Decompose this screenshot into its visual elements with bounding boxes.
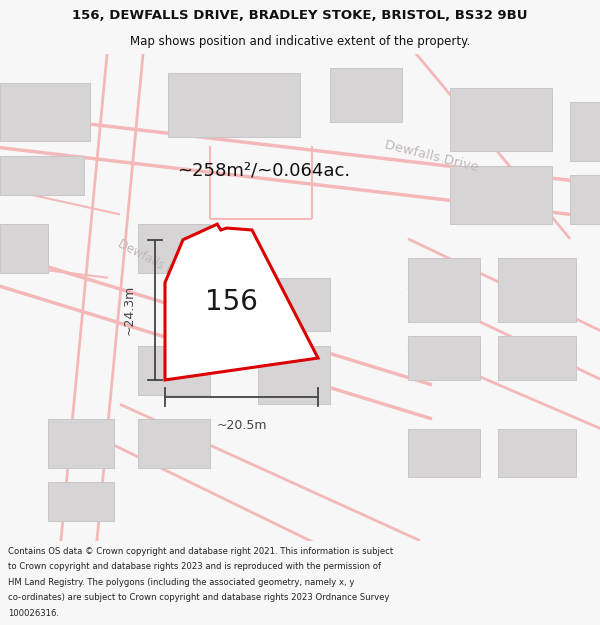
Polygon shape [0,83,90,141]
Text: Dewfalls Drive: Dewfalls Drive [115,238,197,289]
Polygon shape [570,102,600,161]
Polygon shape [258,278,330,331]
Polygon shape [408,258,480,321]
Text: Contains OS data © Crown copyright and database right 2021. This information is : Contains OS data © Crown copyright and d… [8,546,393,556]
Polygon shape [165,224,318,380]
Text: Map shows position and indicative extent of the property.: Map shows position and indicative extent… [130,36,470,48]
Polygon shape [0,224,48,273]
Text: co-ordinates) are subject to Crown copyright and database rights 2023 Ordnance S: co-ordinates) are subject to Crown copyr… [8,593,389,602]
Polygon shape [450,166,552,224]
Text: 156, DEWFALLS DRIVE, BRADLEY STOKE, BRISTOL, BS32 9BU: 156, DEWFALLS DRIVE, BRADLEY STOKE, BRIS… [72,9,528,21]
Polygon shape [138,224,210,273]
Text: to Crown copyright and database rights 2023 and is reproduced with the permissio: to Crown copyright and database rights 2… [8,562,381,571]
Polygon shape [498,258,576,321]
Polygon shape [168,73,300,136]
Polygon shape [498,429,576,478]
Polygon shape [330,68,402,122]
Polygon shape [408,336,480,380]
Polygon shape [498,336,576,380]
Text: Dewfalls Drive: Dewfalls Drive [384,138,480,174]
Polygon shape [570,176,600,224]
Polygon shape [0,156,84,195]
Polygon shape [450,88,552,151]
Polygon shape [138,419,210,468]
Polygon shape [408,429,480,478]
Text: 100026316.: 100026316. [8,609,59,618]
Text: ~24.3m: ~24.3m [123,285,136,335]
Polygon shape [138,346,210,394]
Polygon shape [48,419,114,468]
Text: 156: 156 [205,288,257,316]
Text: ~20.5m: ~20.5m [216,419,267,432]
Text: HM Land Registry. The polygons (including the associated geometry, namely x, y: HM Land Registry. The polygons (includin… [8,578,354,587]
Polygon shape [48,482,114,521]
Polygon shape [258,346,330,404]
Text: ~258m²/~0.064ac.: ~258m²/~0.064ac. [178,162,350,179]
